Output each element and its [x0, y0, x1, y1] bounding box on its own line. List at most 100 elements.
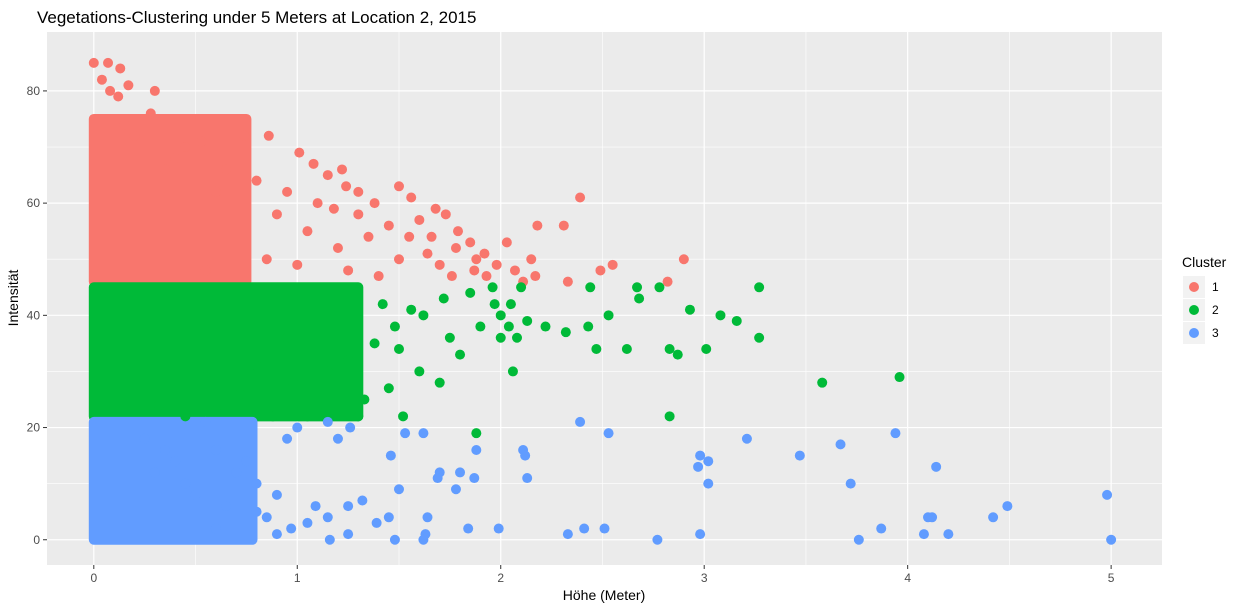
point-cluster-2: [438, 293, 449, 304]
point-cluster-3: [241, 456, 252, 467]
legend-key-1: [1189, 282, 1199, 292]
point-cluster-3: [845, 478, 856, 489]
point-cluster-2: [343, 355, 354, 366]
point-cluster-3: [343, 529, 354, 540]
point-cluster-2: [288, 377, 299, 388]
point-cluster-3: [603, 428, 614, 439]
point-cluster-3: [988, 512, 999, 523]
point-cluster-3: [292, 422, 303, 433]
point-cluster-1: [369, 198, 380, 209]
x-axis-title: Höhe (Meter): [563, 587, 645, 603]
point-cluster-1: [450, 243, 461, 254]
point-cluster-3: [418, 534, 429, 545]
point-cluster-2: [414, 366, 425, 377]
point-cluster-3: [522, 473, 533, 484]
point-cluster-3: [160, 444, 171, 455]
point-cluster-3: [1002, 501, 1013, 512]
point-cluster-2: [701, 343, 712, 354]
point-cluster-3: [890, 428, 901, 439]
point-cluster-2: [398, 411, 409, 422]
point-cluster-3: [190, 489, 201, 500]
point-cluster-1: [129, 130, 140, 141]
point-cluster-2: [621, 343, 632, 354]
point-cluster-1: [294, 147, 305, 158]
point-cluster-1: [479, 248, 490, 259]
point-cluster-1: [200, 265, 211, 276]
point-cluster-2: [465, 287, 476, 298]
y-axis-title: Intensität: [5, 269, 21, 326]
point-cluster-3: [322, 512, 333, 523]
point-cluster-2: [731, 315, 742, 326]
point-cluster-1: [312, 198, 323, 209]
point-cluster-3: [599, 523, 610, 534]
point-cluster-1: [526, 254, 537, 265]
point-cluster-2: [267, 411, 278, 422]
point-cluster-2: [353, 411, 364, 422]
point-cluster-2: [512, 332, 523, 343]
point-cluster-2: [591, 343, 602, 354]
point-cluster-2: [516, 282, 527, 293]
point-cluster-3: [943, 529, 954, 540]
point-cluster-3: [931, 461, 942, 472]
point-cluster-3: [693, 461, 704, 472]
point-cluster-3: [579, 523, 590, 534]
point-cluster-1: [575, 192, 586, 203]
point-cluster-1: [607, 259, 618, 270]
dense-cloud-3: [88, 416, 258, 545]
x-tick-label: 4: [904, 571, 911, 585]
legend-label-2: 2: [1212, 303, 1219, 317]
point-cluster-3: [455, 467, 466, 478]
point-cluster-1: [119, 119, 130, 130]
point-cluster-3: [923, 512, 934, 523]
y-tick-label: 20: [27, 421, 41, 435]
point-cluster-1: [263, 130, 274, 141]
point-cluster-2: [495, 332, 506, 343]
point-cluster-1: [471, 254, 482, 265]
point-cluster-1: [221, 164, 232, 175]
point-cluster-2: [894, 372, 905, 383]
point-cluster-3: [652, 534, 663, 545]
point-cluster-3: [271, 489, 282, 500]
point-cluster-1: [123, 80, 134, 91]
point-cluster-3: [695, 529, 706, 540]
point-cluster-2: [312, 400, 323, 411]
legend-key-2: [1189, 305, 1199, 315]
point-cluster-3: [422, 512, 433, 523]
point-cluster-2: [540, 321, 551, 332]
point-cluster-2: [585, 282, 596, 293]
point-cluster-2: [560, 327, 571, 338]
point-cluster-2: [754, 282, 765, 293]
y-axis-ticks: 0 20 40 60 80: [27, 84, 47, 547]
point-cluster-2: [210, 405, 221, 416]
point-cluster-1: [271, 209, 282, 220]
point-cluster-1: [160, 164, 171, 175]
y-tick-label: 0: [33, 533, 40, 547]
x-tick-label: 3: [701, 571, 708, 585]
point-cluster-1: [251, 175, 262, 186]
point-cluster-3: [703, 478, 714, 489]
x-axis-ticks: 0 1 2 3 4 5: [90, 565, 1115, 585]
point-cluster-1: [96, 74, 107, 85]
point-cluster-2: [153, 400, 164, 411]
point-cluster-3: [1106, 534, 1117, 545]
point-cluster-1: [105, 85, 116, 96]
point-cluster-3: [562, 529, 573, 540]
point-cluster-1: [292, 259, 303, 270]
point-cluster-1: [103, 57, 114, 68]
point-cluster-1: [149, 85, 160, 96]
point-cluster-2: [282, 332, 293, 343]
point-cluster-2: [369, 338, 380, 349]
point-cluster-3: [324, 534, 335, 545]
point-cluster-3: [400, 428, 411, 439]
point-cluster-2: [632, 282, 643, 293]
point-cluster-1: [481, 271, 492, 282]
point-cluster-1: [662, 276, 673, 287]
point-cluster-3: [876, 523, 887, 534]
point-cluster-1: [363, 231, 374, 242]
point-cluster-2: [583, 321, 594, 332]
point-cluster-1: [343, 265, 354, 276]
point-cluster-2: [489, 299, 500, 310]
point-cluster-2: [503, 321, 514, 332]
point-cluster-3: [343, 501, 354, 512]
